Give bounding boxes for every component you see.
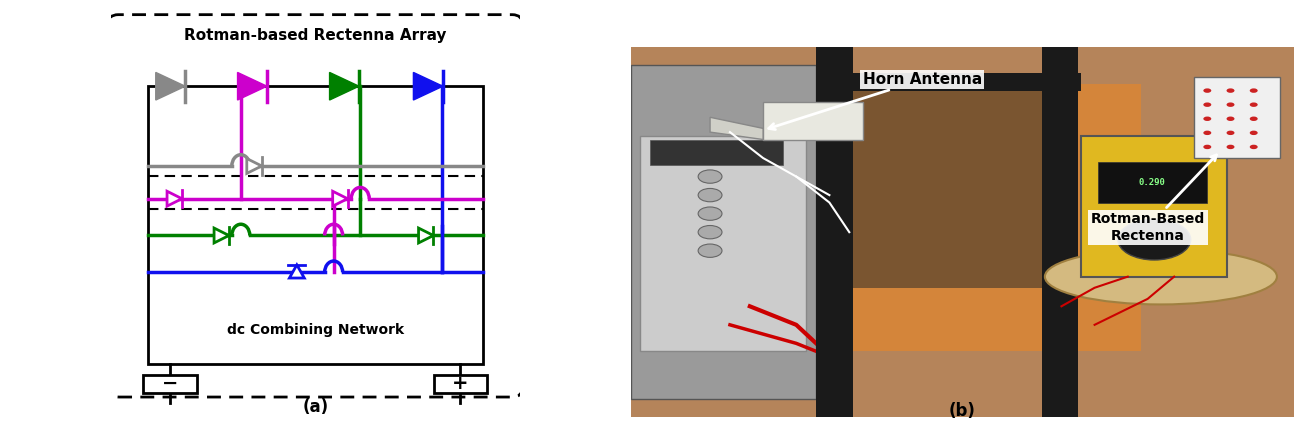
Circle shape bbox=[1226, 117, 1235, 121]
Circle shape bbox=[1249, 131, 1257, 135]
Circle shape bbox=[1226, 88, 1235, 93]
Bar bbox=[650, 139, 783, 165]
Bar bbox=[816, 73, 1082, 91]
Circle shape bbox=[1226, 145, 1235, 149]
Polygon shape bbox=[419, 228, 433, 243]
Circle shape bbox=[1249, 88, 1257, 93]
Text: dc Combining Network: dc Combining Network bbox=[226, 322, 404, 337]
Text: Horn Antenna: Horn Antenna bbox=[768, 72, 982, 130]
Circle shape bbox=[698, 188, 722, 202]
Text: −: − bbox=[162, 374, 178, 393]
Bar bbox=[763, 102, 863, 139]
Polygon shape bbox=[413, 72, 443, 100]
Polygon shape bbox=[166, 191, 182, 206]
FancyBboxPatch shape bbox=[108, 14, 523, 397]
Circle shape bbox=[1118, 219, 1191, 260]
Circle shape bbox=[1249, 145, 1257, 149]
Bar bbox=[143, 374, 196, 393]
Polygon shape bbox=[247, 158, 261, 173]
Bar bbox=[630, 65, 816, 399]
Text: +: + bbox=[452, 374, 469, 393]
Circle shape bbox=[1204, 88, 1212, 93]
Circle shape bbox=[698, 225, 722, 239]
Polygon shape bbox=[290, 265, 304, 278]
Bar bbox=[1082, 136, 1227, 276]
Polygon shape bbox=[238, 72, 266, 100]
Bar bbox=[1041, 47, 1078, 417]
Text: (b): (b) bbox=[949, 402, 975, 420]
Bar bbox=[853, 84, 1041, 288]
Polygon shape bbox=[330, 72, 359, 100]
Circle shape bbox=[1226, 131, 1235, 135]
Circle shape bbox=[1226, 102, 1235, 107]
Circle shape bbox=[1249, 102, 1257, 107]
Polygon shape bbox=[156, 72, 185, 100]
Bar bbox=[816, 47, 853, 417]
Bar bbox=[1193, 77, 1280, 158]
Circle shape bbox=[1204, 102, 1212, 107]
Text: (a): (a) bbox=[302, 398, 329, 416]
Circle shape bbox=[1204, 117, 1212, 121]
Circle shape bbox=[698, 207, 722, 220]
Text: Rotman-based Rectenna Array: Rotman-based Rectenna Array bbox=[185, 28, 446, 43]
Bar bbox=[434, 374, 488, 393]
Bar bbox=[776, 84, 1141, 351]
Circle shape bbox=[1204, 131, 1212, 135]
Polygon shape bbox=[214, 228, 229, 243]
Bar bbox=[641, 136, 806, 351]
Polygon shape bbox=[710, 117, 763, 139]
Ellipse shape bbox=[1045, 249, 1277, 305]
Polygon shape bbox=[333, 191, 347, 206]
Circle shape bbox=[1249, 117, 1257, 121]
Circle shape bbox=[1204, 145, 1212, 149]
Circle shape bbox=[698, 244, 722, 257]
Text: Rotman-Based
Rectenna: Rotman-Based Rectenna bbox=[1091, 155, 1217, 242]
Bar bbox=[1098, 162, 1208, 202]
Text: 0.290: 0.290 bbox=[1139, 178, 1166, 187]
Bar bbox=[148, 86, 482, 364]
Circle shape bbox=[698, 170, 722, 183]
